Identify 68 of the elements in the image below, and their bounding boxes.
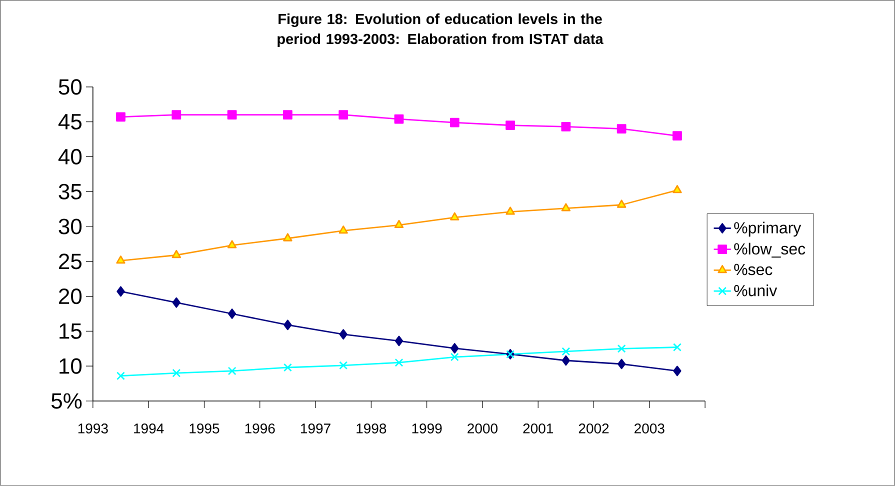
point xyxy=(227,240,237,248)
x-tick-label: 1993 xyxy=(78,424,108,434)
point xyxy=(116,372,125,380)
point xyxy=(283,233,292,242)
point xyxy=(672,185,682,194)
y-tick-label: 20 xyxy=(59,288,82,304)
x-tick-label: 1998 xyxy=(356,424,386,434)
point xyxy=(339,329,348,340)
point xyxy=(228,308,236,319)
point xyxy=(450,343,459,354)
x-tick-label: 2000 xyxy=(468,424,498,434)
y-tick-label: 40 xyxy=(58,148,82,165)
point xyxy=(282,110,292,120)
x-tick-label: 1999 xyxy=(412,424,442,434)
y-tick-label: 10 xyxy=(60,358,82,374)
point xyxy=(618,358,626,370)
y-tick-label: 45 xyxy=(58,114,82,130)
point xyxy=(116,256,126,264)
point xyxy=(672,343,682,352)
point xyxy=(172,110,182,120)
point xyxy=(506,206,515,215)
point xyxy=(561,203,571,212)
y-tick-label: 35 xyxy=(58,184,82,200)
point xyxy=(616,124,626,134)
y-tick-label: 30 xyxy=(58,218,82,234)
point xyxy=(172,250,181,258)
point xyxy=(617,344,626,353)
point xyxy=(562,347,570,356)
point xyxy=(616,200,626,208)
point xyxy=(338,110,348,120)
point xyxy=(394,336,404,346)
point xyxy=(172,368,181,378)
point xyxy=(562,355,570,366)
point xyxy=(450,352,459,362)
point xyxy=(172,297,180,308)
x-tick-label: 2003 xyxy=(634,424,664,434)
point xyxy=(450,118,460,128)
y-tick-label: 5% xyxy=(51,393,82,409)
point xyxy=(561,122,571,132)
y-tick-label: 50 xyxy=(58,79,82,95)
point xyxy=(506,120,515,130)
x-tick-label: 1997 xyxy=(301,424,330,434)
point xyxy=(338,226,348,234)
x-tick-label: 1996 xyxy=(245,424,275,434)
legend-label: %low_sec xyxy=(734,242,806,258)
point xyxy=(394,358,404,367)
x-tick-label: 1994 xyxy=(134,424,164,434)
y-tick-label: 15 xyxy=(60,324,82,339)
point xyxy=(116,112,126,122)
point xyxy=(283,363,292,372)
point xyxy=(394,114,404,124)
point xyxy=(394,220,404,228)
x-tick-label: 2001 xyxy=(523,424,553,434)
chart-title: Figure 18: Evolution of education levels in the period 1993-2003: Elaboration from ISTAT data xyxy=(278,13,604,48)
point xyxy=(116,286,125,297)
point xyxy=(339,361,348,370)
legend-label: %sec xyxy=(734,264,772,276)
point xyxy=(228,366,236,376)
legend-label: %primary xyxy=(734,222,802,237)
point xyxy=(284,320,292,330)
point xyxy=(673,366,682,376)
point xyxy=(672,131,682,141)
point xyxy=(227,110,237,120)
legend-label: %univ xyxy=(734,284,778,296)
x-tick-label: 2002 xyxy=(578,424,609,434)
point xyxy=(450,212,460,220)
y-tick-label: 25 xyxy=(59,254,82,270)
x-tick-label: 1995 xyxy=(190,424,220,434)
